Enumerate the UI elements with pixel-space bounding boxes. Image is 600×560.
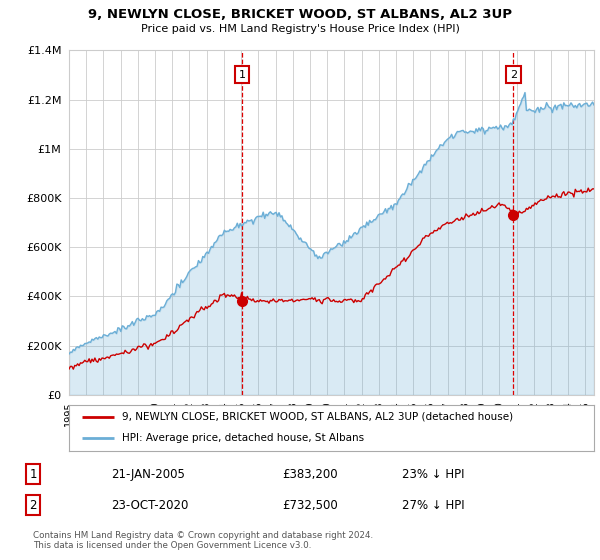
Text: 2: 2: [510, 69, 517, 80]
Text: Contains HM Land Registry data © Crown copyright and database right 2024.
This d: Contains HM Land Registry data © Crown c…: [33, 531, 373, 550]
Text: 2: 2: [29, 498, 37, 512]
Text: Price paid vs. HM Land Registry's House Price Index (HPI): Price paid vs. HM Land Registry's House …: [140, 24, 460, 34]
Text: 1: 1: [29, 468, 37, 480]
Text: £383,200: £383,200: [282, 468, 338, 480]
Text: 27% ↓ HPI: 27% ↓ HPI: [402, 498, 464, 512]
Text: 1: 1: [238, 69, 245, 80]
Text: HPI: Average price, detached house, St Albans: HPI: Average price, detached house, St A…: [121, 433, 364, 444]
Text: 9, NEWLYN CLOSE, BRICKET WOOD, ST ALBANS, AL2 3UP: 9, NEWLYN CLOSE, BRICKET WOOD, ST ALBANS…: [88, 8, 512, 21]
Text: £732,500: £732,500: [282, 498, 338, 512]
Text: 23-OCT-2020: 23-OCT-2020: [111, 498, 188, 512]
Text: 21-JAN-2005: 21-JAN-2005: [111, 468, 185, 480]
Text: 23% ↓ HPI: 23% ↓ HPI: [402, 468, 464, 480]
Text: 9, NEWLYN CLOSE, BRICKET WOOD, ST ALBANS, AL2 3UP (detached house): 9, NEWLYN CLOSE, BRICKET WOOD, ST ALBANS…: [121, 412, 512, 422]
